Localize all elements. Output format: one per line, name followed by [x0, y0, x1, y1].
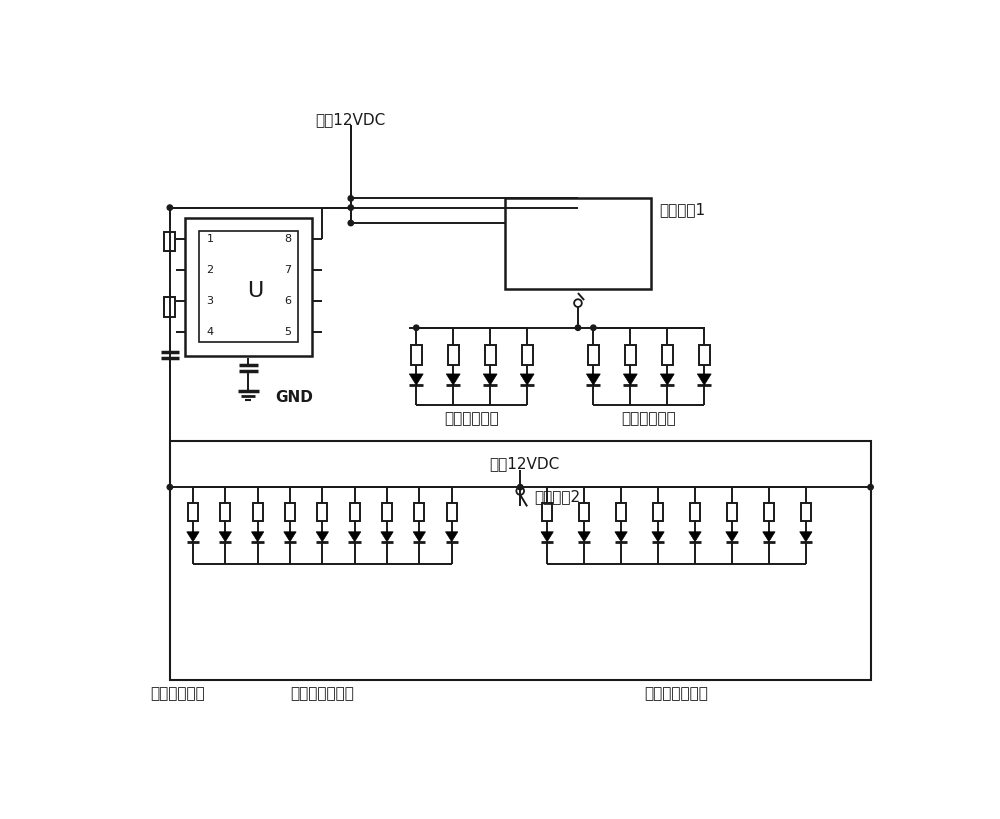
Circle shape [575, 325, 581, 330]
Circle shape [868, 484, 873, 490]
Polygon shape [578, 532, 590, 541]
Text: 6: 6 [284, 296, 291, 305]
Bar [625, 345, 636, 364]
Text: 组合开关1: 组合开关1 [659, 202, 705, 217]
Bar [414, 503, 424, 521]
Text: 3: 3 [206, 296, 213, 305]
Text: 左右前近光大灯: 左右前近光大灯 [290, 686, 354, 701]
Bar [690, 503, 700, 521]
Polygon shape [409, 374, 423, 385]
Circle shape [518, 484, 523, 490]
Bar [662, 345, 673, 364]
Polygon shape [446, 532, 458, 541]
Bar [411, 345, 422, 364]
Polygon shape [348, 532, 361, 541]
Polygon shape [446, 374, 460, 385]
Text: 4: 4 [206, 327, 213, 337]
Text: 5: 5 [284, 327, 291, 337]
Circle shape [414, 325, 419, 330]
Text: 组合开关2: 组合开关2 [534, 489, 580, 504]
Text: 车辆12VDC: 车辆12VDC [316, 112, 386, 127]
Bar [164, 297, 175, 317]
Text: 车辆灯光保险: 车辆灯光保险 [151, 686, 205, 701]
Polygon shape [284, 532, 296, 541]
Polygon shape [541, 532, 553, 541]
Bar [764, 503, 774, 521]
Polygon shape [413, 532, 425, 541]
Polygon shape [316, 532, 328, 541]
Polygon shape [586, 374, 600, 385]
Text: 2: 2 [206, 265, 213, 275]
Text: 1: 1 [206, 234, 213, 244]
Bar [199, 232, 298, 342]
Bar [447, 503, 457, 521]
Polygon shape [219, 532, 231, 541]
Bar [185, 218, 312, 356]
Bar [285, 503, 295, 521]
Bar [382, 503, 392, 521]
Bar [579, 503, 589, 521]
Bar [350, 503, 360, 521]
Polygon shape [483, 374, 497, 385]
Polygon shape [726, 532, 738, 541]
Polygon shape [697, 374, 711, 385]
Bar [164, 232, 175, 251]
Text: GND: GND [275, 391, 313, 405]
Circle shape [167, 484, 173, 490]
Text: 8: 8 [284, 234, 291, 244]
Bar [253, 503, 263, 521]
Polygon shape [763, 532, 775, 541]
Circle shape [591, 325, 596, 330]
Text: 左前后转向灯: 左前后转向灯 [444, 411, 499, 426]
Circle shape [348, 205, 353, 210]
Polygon shape [520, 374, 534, 385]
Bar [699, 345, 710, 364]
Bar [485, 345, 496, 364]
Text: 车辆12VDC: 车辆12VDC [489, 456, 559, 471]
Text: 7: 7 [284, 265, 291, 275]
Bar [801, 503, 811, 521]
Text: U: U [247, 281, 263, 301]
Polygon shape [800, 532, 812, 541]
Bar [653, 503, 663, 521]
Bar [727, 503, 737, 521]
Bar [522, 345, 533, 364]
Text: 右前后转向灯: 右前后转向灯 [621, 411, 676, 426]
Bar [188, 503, 198, 521]
Bar [542, 503, 552, 521]
Circle shape [167, 205, 173, 210]
Bar [505, 198, 651, 289]
Polygon shape [615, 532, 627, 541]
Polygon shape [187, 532, 199, 541]
Circle shape [348, 220, 353, 226]
Bar [588, 345, 599, 364]
Polygon shape [652, 532, 664, 541]
Polygon shape [660, 374, 674, 385]
Text: 左右前远光大灯: 左右前远光大灯 [645, 686, 708, 701]
Polygon shape [689, 532, 701, 541]
Bar [317, 503, 327, 521]
Polygon shape [381, 532, 393, 541]
Bar [220, 503, 230, 521]
Circle shape [348, 196, 353, 201]
Bar [616, 503, 626, 521]
Polygon shape [251, 532, 264, 541]
Polygon shape [623, 374, 637, 385]
Bar [448, 345, 459, 364]
Bar [170, 441, 871, 680]
